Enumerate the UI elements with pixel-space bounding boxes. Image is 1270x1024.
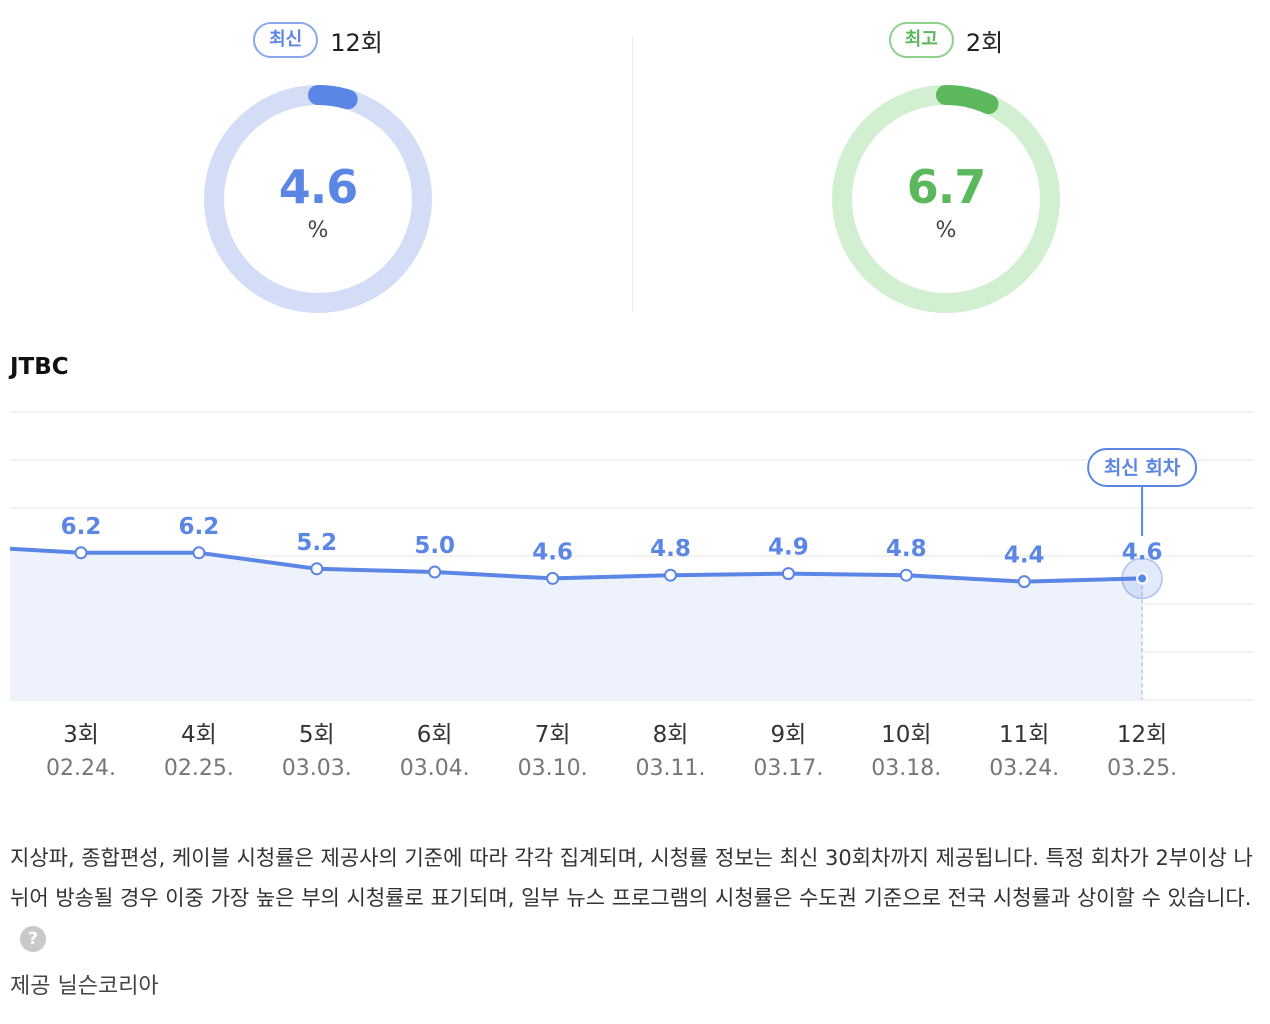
x-tick-date: 03.17.: [753, 756, 823, 781]
chart-area-fill: [10, 548, 1143, 700]
x-tick-date: 03.25.: [1107, 756, 1177, 781]
data-point: [74, 546, 88, 560]
latest-gauge-arc: [204, 85, 432, 313]
data-point: [1136, 572, 1149, 585]
panel-divider: [632, 36, 633, 312]
data-label: 5.2: [296, 530, 337, 556]
data-point: [192, 546, 206, 560]
x-tick-episode: 9회: [771, 722, 807, 748]
x-tick-date: 03.11.: [636, 756, 706, 781]
data-label: 4.9: [768, 535, 809, 561]
x-tick-date: 02.25.: [164, 756, 234, 781]
data-point: [310, 562, 324, 576]
x-tick-date: 02.24.: [46, 756, 116, 781]
best-header: 최고 2회: [726, 22, 1166, 58]
rating-notice: 지상파, 종합편성, 케이블 시청률은 제공사의 기준에 따라 각각 집계되며,…: [10, 838, 1260, 958]
latest-unit: %: [307, 218, 329, 243]
data-point: [428, 565, 442, 579]
x-tick-episode: 6회: [417, 722, 453, 748]
x-tick-episode: 5회: [299, 722, 335, 748]
latest-episode: 12회: [330, 28, 383, 57]
data-provider: 제공 닐슨코리아: [10, 974, 159, 999]
rating-line-chart: 최신 회차 6.2 3회 02.24. 6.2 4회 02.25. 5.2 5회 03.03. 5.…: [9, 411, 1254, 781]
data-point: [781, 567, 795, 581]
help-icon[interactable]: ?: [20, 926, 46, 952]
latest-badge: 최신: [253, 22, 319, 58]
x-tick-date: 03.18.: [871, 756, 941, 781]
data-point: [899, 568, 913, 582]
best-unit: %: [935, 218, 957, 243]
data-label: 6.2: [179, 514, 220, 540]
x-tick-episode: 3회: [63, 722, 99, 748]
data-label: 4.6: [1122, 539, 1163, 565]
best-gauge: [832, 85, 1060, 313]
x-tick-episode: 4회: [181, 722, 217, 748]
best-value: 6.7: [906, 160, 987, 214]
x-tick-episode: 7회: [535, 722, 571, 748]
data-label: 4.8: [650, 536, 691, 562]
x-tick-date: 03.10.: [518, 756, 588, 781]
data-point: [664, 568, 677, 582]
latest-value: 4.6: [278, 160, 359, 214]
x-tick-episode: 8회: [653, 722, 689, 748]
latest-header: 최신 12회: [98, 22, 538, 58]
x-tick-episode: 10회: [881, 722, 931, 748]
data-label: 4.4: [1004, 543, 1045, 569]
x-tick-date: 03.04.: [400, 756, 470, 781]
best-rating-panel: 최고 2회 6.7 %: [726, 16, 1166, 316]
x-tick-episode: 12회: [1117, 722, 1167, 748]
data-point: [1017, 575, 1031, 589]
x-tick-date: 03.24.: [989, 756, 1059, 781]
data-label: 5.0: [414, 533, 455, 559]
notice-text: 지상파, 종합편성, 케이블 시청률은 제공사의 기준에 따라 각각 집계되며,…: [10, 846, 1253, 910]
best-episode: 2회: [965, 28, 1004, 57]
latest-gauge: [204, 85, 432, 313]
latest-rating-panel: 최신 12회 4.6 %: [98, 16, 538, 316]
x-tick-episode: 11회: [999, 722, 1049, 748]
data-label: 4.8: [886, 536, 927, 562]
chart-title: JTBC: [10, 354, 69, 380]
highlight-callout-label: 최신 회차: [1104, 457, 1181, 479]
data-point: [546, 571, 560, 585]
highlight-callout-box: [1087, 448, 1198, 487]
data-label: 6.2: [61, 514, 102, 540]
data-label: 4.6: [532, 539, 573, 565]
best-badge: 최고: [888, 22, 954, 58]
x-tick-date: 03.03.: [282, 756, 352, 781]
best-gauge-arc: [832, 85, 1060, 313]
